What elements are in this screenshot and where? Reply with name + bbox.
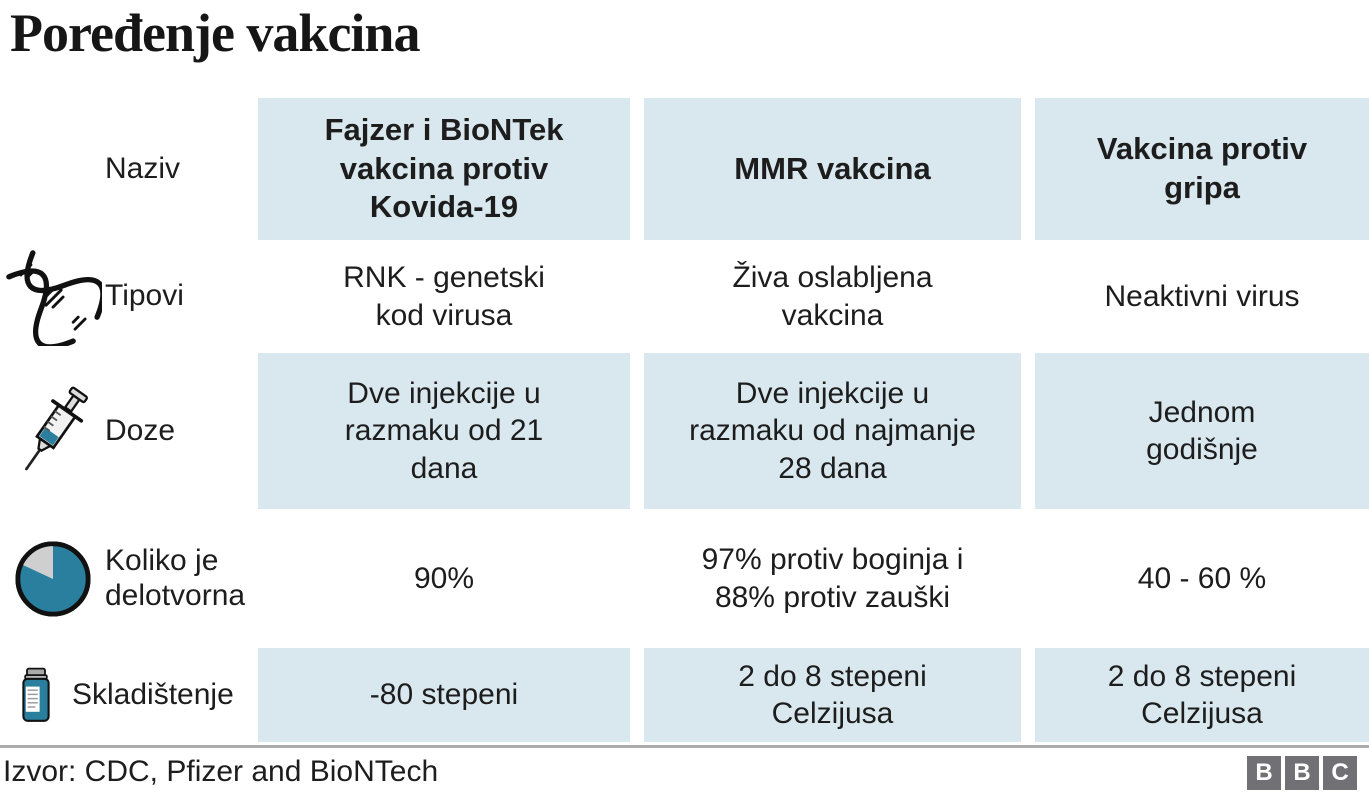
row-label-doze: Doze xyxy=(0,353,244,509)
cell-text: 2 do 8 stepeni Celzijusa xyxy=(1107,659,1297,731)
cell-text: -80 stepeni xyxy=(369,678,519,712)
cell-doze-pfizer: Dve injekcije u razmaku od 21 dana xyxy=(258,353,630,509)
row-label-delotvorna: Koliko je delotvorna xyxy=(0,509,246,648)
bbc-logo: B B C xyxy=(1247,756,1357,790)
cell-delotvornost-flu: 40 - 60 % xyxy=(1035,509,1369,648)
column-header-flu: Vakcina protiv gripa xyxy=(1035,98,1369,240)
cell-tip-mmr: Živa oslabljena vakcina xyxy=(644,240,1021,353)
cell-text: Neaktivni virus xyxy=(1104,279,1300,313)
cell-delotvornost-pfizer: 90% xyxy=(258,509,630,648)
bbc-logo-block: B xyxy=(1247,756,1281,790)
footer-divider xyxy=(0,745,1369,748)
column-header-text: MMR vakcina xyxy=(734,150,931,186)
row-label-text: Doze xyxy=(105,413,176,447)
column-header-text: Fajzer i BioNTek vakcina protiv Kovida-1… xyxy=(324,111,564,225)
cell-skladistenje-mmr: 2 do 8 stepeni Celzijusa xyxy=(644,648,1021,742)
cell-text: Jednom godišnje xyxy=(1146,395,1258,467)
row-label-text: Koliko je delotvorna xyxy=(105,544,246,612)
pie-chart-icon xyxy=(0,536,105,622)
cell-doze-mmr: Dve injekcije u razmaku od najmanje 28 d… xyxy=(644,353,1021,509)
cell-text: Dve injekcije u razmaku od 21 dana xyxy=(344,376,544,485)
vial-icon xyxy=(0,659,72,731)
page-title: Poređenje vakcina xyxy=(10,3,420,63)
row-label-text: Tipovi xyxy=(105,279,184,313)
cell-skladistenje-pfizer: -80 stepeni xyxy=(258,648,630,742)
dna-icon xyxy=(0,248,105,346)
cell-text: 40 - 60 % xyxy=(1137,561,1267,595)
column-header-mmr: MMR vakcina xyxy=(644,98,1021,240)
row-label-text: Naziv xyxy=(105,151,181,185)
cell-text: 90% xyxy=(413,561,475,595)
bbc-logo-block: C xyxy=(1323,756,1357,790)
cell-text: Dve injekcije u razmaku od najmanje 28 d… xyxy=(689,376,976,485)
cell-doze-flu: Jednom godišnje xyxy=(1035,353,1369,509)
source-credit: Izvor: CDC, Pfizer and BioNTech xyxy=(3,755,439,788)
row-label-naziv: Naziv xyxy=(0,98,244,240)
row-label-skladistenje: Skladištenje xyxy=(0,648,244,742)
row-label-tipovi: Tipovi xyxy=(0,240,244,353)
cell-text: 2 do 8 stepeni Celzijusa xyxy=(738,659,927,731)
column-header-pfizer: Fajzer i BioNTek vakcina protiv Kovida-1… xyxy=(258,98,630,240)
cell-tip-pfizer: RNK - genetski kod virusa xyxy=(258,240,630,353)
cell-skladistenje-flu: 2 do 8 stepeni Celzijusa xyxy=(1035,648,1369,742)
row-label-text: Skladištenje xyxy=(72,677,234,711)
cell-text: Živa oslabljena vakcina xyxy=(732,261,933,332)
column-header-text: Vakcina protiv gripa xyxy=(1096,131,1308,205)
syringe-icon xyxy=(0,381,105,481)
bbc-logo-block: B xyxy=(1285,756,1319,790)
cell-tip-flu: Neaktivni virus xyxy=(1035,240,1369,353)
cell-text: RNK - genetski kod virusa xyxy=(343,261,545,332)
cell-delotvornost-mmr: 97% protiv boginja i 88% protiv zauški xyxy=(644,509,1021,648)
vaccine-comparison-table: Naziv Fajzer i BioNTek vakcina protiv Ko… xyxy=(0,98,1369,742)
cell-text: 97% protiv boginja i 88% protiv zauški xyxy=(701,543,964,614)
